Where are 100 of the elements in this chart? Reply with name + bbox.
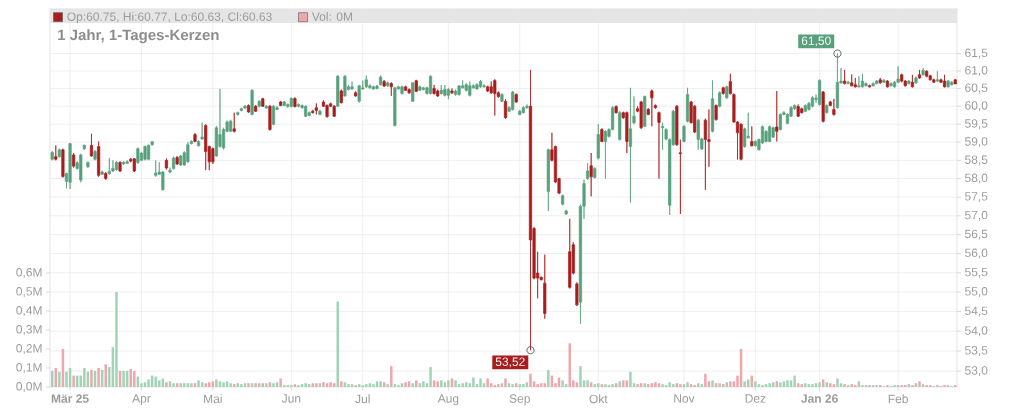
candlestick <box>414 79 418 93</box>
bar <box>329 382 332 387</box>
bar <box>654 382 657 387</box>
candlestick <box>868 84 872 88</box>
bar <box>704 373 707 387</box>
candlestick <box>450 88 454 95</box>
bar <box>133 370 136 387</box>
candlestick <box>125 160 129 165</box>
candlestick <box>79 153 83 183</box>
candlestick <box>596 123 600 160</box>
candlestick <box>914 76 918 84</box>
candlestick <box>97 141 101 178</box>
candlestick <box>685 87 690 123</box>
bar <box>779 382 782 387</box>
candlestick <box>421 86 425 91</box>
candlestick <box>236 111 240 116</box>
candlestick <box>193 132 197 143</box>
candlestick <box>753 139 757 147</box>
candlestick <box>628 87 632 204</box>
bar <box>622 380 625 387</box>
candlestick <box>254 104 258 113</box>
candlestick <box>561 194 565 206</box>
bar <box>347 384 350 387</box>
bar <box>768 383 771 387</box>
candlestick <box>432 84 436 95</box>
text: 1 Jahr, 1-Tages-Kerzen <box>58 29 219 44</box>
candlestick <box>925 69 929 78</box>
candlestick <box>111 160 115 173</box>
candlestick <box>593 166 597 179</box>
candlestick <box>204 123 208 171</box>
candlestick <box>586 162 590 181</box>
bar <box>479 378 482 387</box>
candlestick <box>821 90 825 123</box>
bar <box>265 383 268 387</box>
candlestick <box>657 111 661 179</box>
y-tick-label: 0,2M <box>16 344 42 354</box>
candlestick <box>810 96 815 108</box>
candlestick <box>289 97 293 108</box>
x-tick-label: Dez <box>745 394 766 403</box>
bar <box>661 384 664 387</box>
bar <box>718 383 721 387</box>
y2-tick-label: 58,0 <box>965 173 988 184</box>
candlestick <box>475 82 479 90</box>
candlestick <box>179 154 183 167</box>
x-tick-label: Nov <box>674 394 695 403</box>
bar <box>215 379 218 387</box>
bar <box>372 384 375 387</box>
candlestick <box>939 78 943 84</box>
bar <box>486 378 489 387</box>
candlestick <box>143 145 147 161</box>
bar <box>158 380 161 387</box>
bar <box>404 382 407 387</box>
bar <box>183 383 186 387</box>
y2-tick-label: 59,5 <box>965 119 988 130</box>
candlestick <box>932 78 936 84</box>
candlestick <box>832 98 836 116</box>
bar <box>811 384 814 387</box>
candlestick <box>696 118 700 151</box>
candlestick <box>175 155 179 166</box>
candlestick <box>653 104 657 110</box>
candlestick <box>850 74 854 87</box>
bar <box>611 384 614 387</box>
candlestick <box>186 141 190 163</box>
candlestick <box>72 152 76 168</box>
candlestick <box>600 128 604 143</box>
bar <box>340 381 343 387</box>
x-tick-label: Mai <box>204 394 222 404</box>
bar <box>711 380 714 387</box>
candlestick <box>750 125 754 147</box>
bar <box>729 381 732 387</box>
y2-tick-label: 59,0 <box>965 137 988 148</box>
candlestick <box>928 74 932 81</box>
candlestick <box>478 79 483 89</box>
candlestick <box>389 81 393 97</box>
candlestick <box>257 99 261 108</box>
candlestick <box>803 104 807 113</box>
candlestick <box>921 67 925 76</box>
bar <box>786 380 789 387</box>
candlestick <box>107 157 111 176</box>
bar <box>672 384 675 387</box>
bar <box>547 369 550 387</box>
candlestick <box>871 82 875 87</box>
candlestick <box>796 104 800 118</box>
candlestick <box>650 89 654 127</box>
bar <box>83 368 86 387</box>
y-tick-label: 0,3M <box>16 325 42 335</box>
bar <box>65 371 68 387</box>
bar <box>365 384 368 387</box>
candlestick <box>764 129 768 143</box>
candlestick <box>575 281 579 307</box>
candlestick <box>371 85 376 90</box>
bar <box>304 383 307 387</box>
bar <box>222 382 225 387</box>
x-tick-label: Jan 26 <box>801 394 838 403</box>
candlestick <box>428 75 433 95</box>
candlestick <box>800 107 804 114</box>
candlestick <box>264 104 268 110</box>
candlestick <box>875 79 879 85</box>
bar <box>422 381 425 387</box>
candlestick <box>486 85 490 93</box>
